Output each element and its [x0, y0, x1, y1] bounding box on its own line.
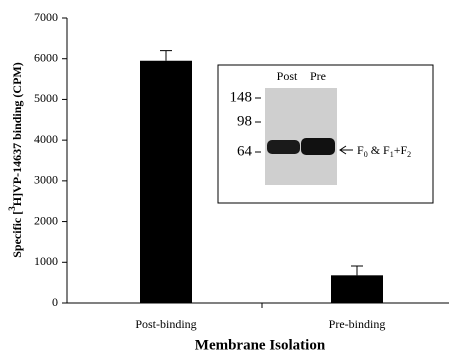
- x-tick-label: Post-binding: [135, 317, 196, 331]
- chart: Specific [3H]VP-14637 binding (CPM) Memb…: [0, 0, 449, 354]
- y-tick-label: 5000: [34, 91, 58, 105]
- y-tick-label: 1000: [34, 254, 58, 268]
- y-tick-label: 6000: [34, 50, 58, 64]
- marker-label: 148: [230, 89, 253, 105]
- marker-label: 98: [237, 113, 252, 129]
- marker-label: 64: [237, 143, 253, 159]
- bar: [140, 61, 192, 303]
- y-tick-label: 4000: [34, 132, 58, 146]
- y-tick-label: 0: [52, 295, 58, 309]
- blot-band: [267, 140, 300, 154]
- x-axis-label: Membrane Isolation: [195, 337, 326, 353]
- blot: [265, 88, 337, 185]
- y-tick-label: 2000: [34, 213, 58, 227]
- y-tick-label: 7000: [34, 10, 58, 24]
- bar: [331, 275, 383, 303]
- subscript: 2: [407, 150, 411, 159]
- y-label-part: H]VP-14637 binding (CPM): [10, 62, 24, 206]
- blot-band: [301, 138, 335, 155]
- y-label-part: Specific [: [10, 211, 24, 258]
- y-axis-label: Specific [3H]VP-14637 binding (CPM): [7, 62, 24, 258]
- x-tick-label: Pre-binding: [329, 317, 386, 331]
- lane-label: Pre: [310, 69, 326, 83]
- error-bar: [351, 266, 363, 275]
- y-tick-label: 3000: [34, 173, 58, 187]
- annotation-part: +F: [394, 143, 408, 157]
- annotation-part: & F: [368, 143, 390, 157]
- lane-label: Post: [277, 69, 298, 83]
- error-bar: [160, 51, 172, 61]
